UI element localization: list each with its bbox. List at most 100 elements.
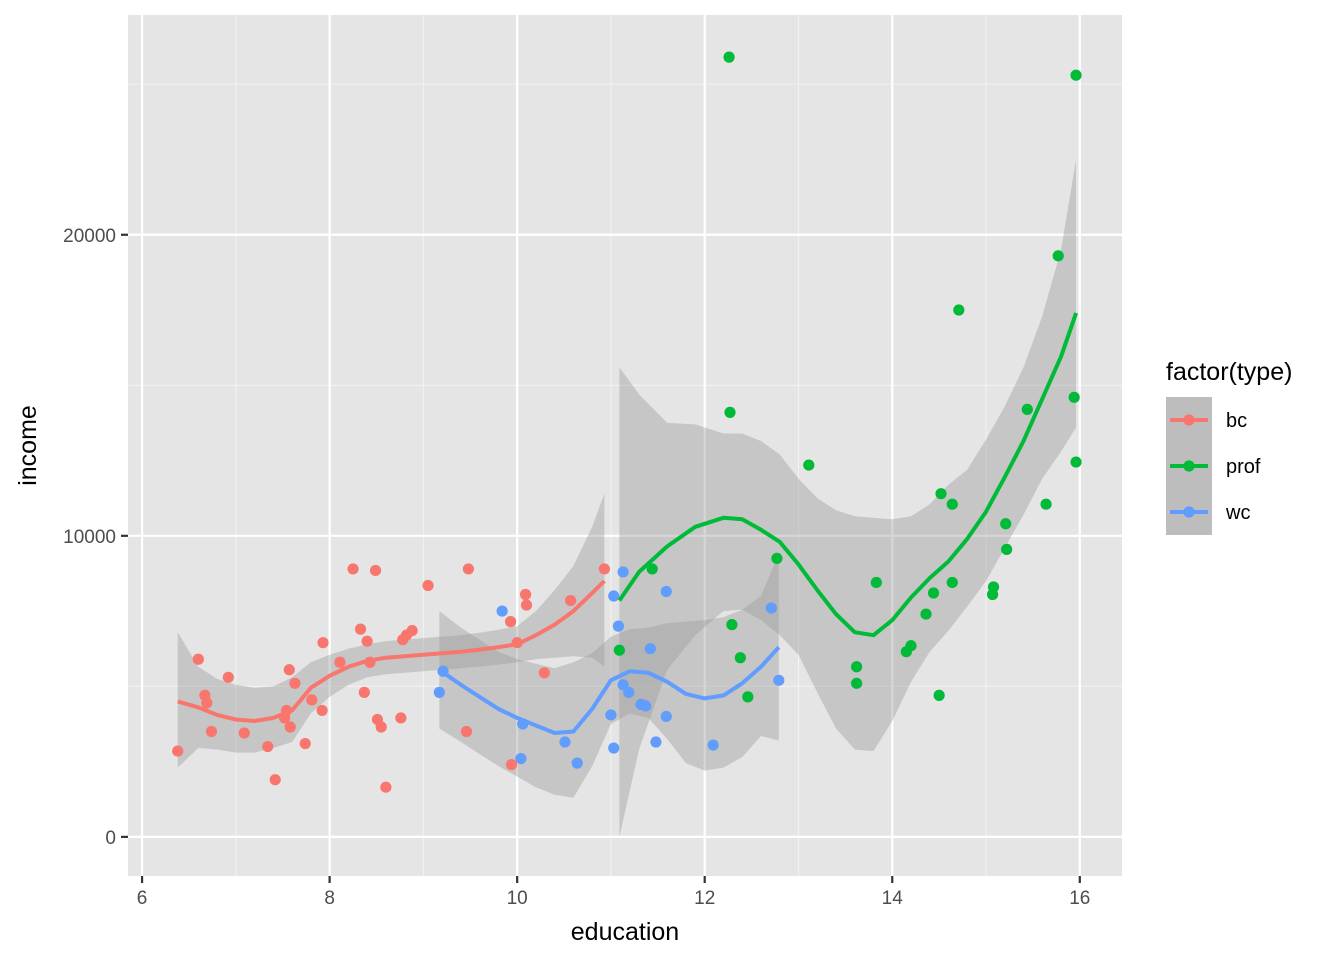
point-bc xyxy=(460,725,473,738)
point-prof xyxy=(935,488,947,500)
point-wc xyxy=(660,585,672,598)
point-prof xyxy=(851,661,863,673)
point-bc xyxy=(504,616,517,628)
point-wc xyxy=(571,757,583,769)
point-prof xyxy=(1070,456,1082,468)
point-bc xyxy=(284,721,296,733)
legend-title: factor(type) xyxy=(1166,358,1292,386)
point-bc xyxy=(289,677,301,689)
y-tick-label: 20000 xyxy=(63,226,116,247)
point-bc xyxy=(369,564,382,577)
point-bc xyxy=(334,656,346,668)
band-wc xyxy=(439,553,779,798)
point-bc xyxy=(505,759,518,771)
point-prof xyxy=(1068,391,1080,403)
point-bc xyxy=(538,667,550,679)
smooth-line-bc xyxy=(177,579,606,723)
point-bc xyxy=(238,727,250,739)
point-prof xyxy=(946,498,958,510)
point-wc xyxy=(650,736,662,748)
point-prof xyxy=(771,552,783,564)
point-bc xyxy=(361,635,373,647)
point-bc xyxy=(317,637,329,649)
point-bc xyxy=(422,579,434,592)
point-prof xyxy=(646,563,658,575)
legend: factor(type) bc prof wc xyxy=(1166,358,1292,535)
data-points xyxy=(172,51,1082,793)
point-prof xyxy=(946,576,958,589)
y-tick-label: 0 xyxy=(105,828,116,849)
point-prof xyxy=(613,644,625,656)
point-bc xyxy=(299,737,311,750)
point-prof xyxy=(933,689,945,701)
point-wc xyxy=(640,700,652,712)
point-bc xyxy=(598,563,610,575)
x-tick-label: 14 xyxy=(882,888,904,909)
point-bc xyxy=(172,745,184,757)
plot-panel xyxy=(128,15,1122,876)
point-prof xyxy=(742,691,754,703)
point-wc xyxy=(612,620,625,632)
legend-label-prof: prof xyxy=(1226,456,1261,478)
point-prof xyxy=(1001,543,1013,555)
point-wc xyxy=(496,605,508,617)
point-prof xyxy=(1000,518,1012,530)
legend-point-wc xyxy=(1183,506,1195,518)
point-wc xyxy=(707,739,719,751)
point-prof xyxy=(726,619,738,631)
point-wc xyxy=(559,736,571,748)
point-bc xyxy=(192,653,204,665)
point-bc xyxy=(205,725,218,738)
point-bc xyxy=(375,721,387,733)
point-wc xyxy=(608,590,620,602)
point-wc xyxy=(515,752,527,765)
point-prof xyxy=(1040,498,1052,510)
x-axis-ticks: 6 8 10 12 14 16 xyxy=(137,876,1090,909)
point-wc xyxy=(605,709,617,721)
smooth-line-wc xyxy=(438,645,781,735)
smooth-lines xyxy=(177,312,1078,735)
legend-point-bc xyxy=(1183,414,1195,426)
point-prof xyxy=(734,652,746,664)
point-prof xyxy=(851,677,863,689)
y-axis-title: income xyxy=(14,405,42,486)
point-prof xyxy=(920,608,932,620)
point-bc xyxy=(306,694,318,706)
point-bc xyxy=(283,664,295,676)
point-prof xyxy=(803,459,815,471)
band-bc xyxy=(177,493,605,768)
point-bc xyxy=(201,697,213,709)
y-axis-ticks: 0 10000 20000 xyxy=(63,226,128,849)
grid-major xyxy=(128,15,1122,876)
point-wc xyxy=(617,566,629,578)
x-axis-title: education xyxy=(571,918,679,946)
point-bc xyxy=(354,623,367,635)
point-wc xyxy=(433,686,445,698)
point-wc xyxy=(644,643,656,655)
x-tick-label: 8 xyxy=(324,888,335,909)
x-tick-label: 6 xyxy=(137,888,148,909)
point-bc xyxy=(565,594,577,607)
point-prof xyxy=(723,51,735,63)
point-wc xyxy=(773,674,785,686)
point-wc xyxy=(623,686,635,698)
point-bc xyxy=(222,671,234,683)
point-prof xyxy=(1070,69,1082,81)
x-tick-label: 12 xyxy=(694,888,715,909)
smooth-line-prof xyxy=(617,312,1078,638)
point-bc xyxy=(316,704,328,717)
legend-point-prof xyxy=(1183,460,1195,472)
point-bc xyxy=(520,588,532,601)
point-prof xyxy=(987,581,1000,593)
point-bc xyxy=(262,740,274,753)
point-bc xyxy=(406,625,418,637)
point-bc xyxy=(358,686,370,698)
point-prof xyxy=(1021,403,1033,415)
point-bc xyxy=(269,774,281,786)
point-prof xyxy=(724,406,736,418)
point-bc xyxy=(380,781,392,793)
point-bc xyxy=(462,563,474,575)
point-bc xyxy=(520,599,533,611)
point-prof xyxy=(927,587,940,599)
